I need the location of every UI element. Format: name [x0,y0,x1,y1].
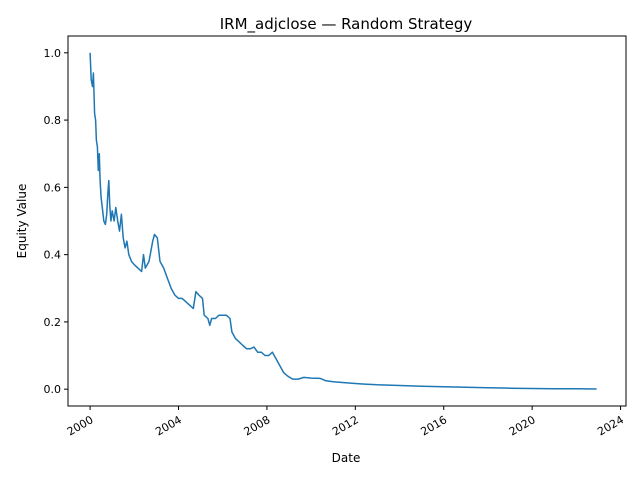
x-tick-label: 2012 [330,413,361,438]
x-tick-label: 2024 [595,413,626,438]
y-tick-label: 1.0 [44,47,62,60]
chart-title: IRM_adjclose — Random Strategy [220,15,473,34]
y-tick-label: 0.8 [44,114,62,127]
x-tick-label: 2004 [153,413,184,438]
axes-frame [67,35,627,407]
x-tick-label: 2000 [65,413,96,438]
equity-series-line [89,52,597,390]
plot-area: 2000 2004 2008 2012 2016 2020 2024 0.00.20.40.… [44,35,627,439]
x-axis-ticks: 2000 2004 2008 2012 2016 2020 2024 [65,406,626,439]
y-tick-label: 0.6 [44,181,62,194]
y-tick-label: 0.4 [44,249,62,262]
x-tick-label: 2008 [242,413,273,438]
y-axis-label: Equity Value [15,184,29,259]
x-tick-label: 2020 [507,413,538,438]
x-tick-label: 2016 [418,413,449,438]
y-tick-label: 0.0 [44,383,62,396]
y-axis-ticks: 0.0 0.2 0.4 0.6 0.8 1.0 [44,47,68,396]
x-axis-label: Date [332,451,361,465]
y-tick-label: 0.2 [44,316,62,329]
